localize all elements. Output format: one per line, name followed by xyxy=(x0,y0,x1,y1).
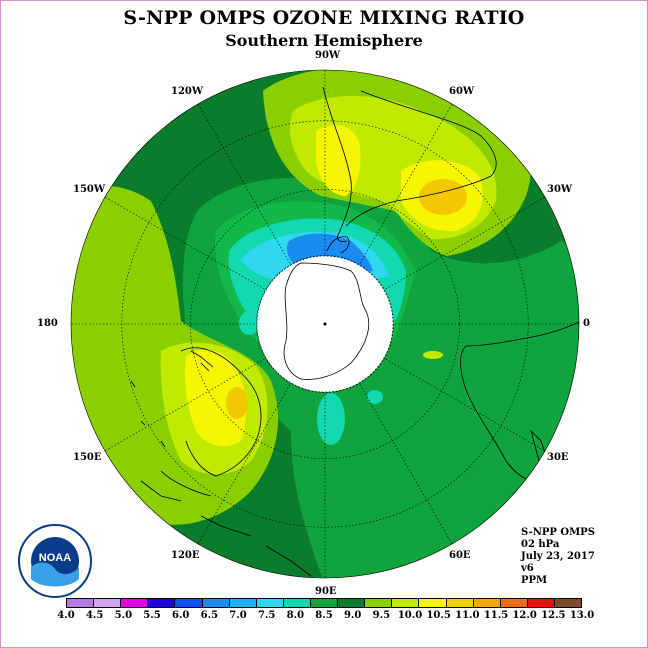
color-scale-tick: 9.0 xyxy=(343,610,362,621)
color-scale-swatch xyxy=(283,599,311,607)
field-teal-spot-2 xyxy=(367,390,383,404)
ozone-field xyxy=(71,70,579,578)
color-scale-swatch xyxy=(256,599,284,607)
longitude-label: 180 xyxy=(37,318,58,329)
longitude-label: 0 xyxy=(583,318,590,329)
color-scale-tick: 5.0 xyxy=(114,610,133,621)
longitude-label: 150W xyxy=(73,184,106,195)
latitude-circle xyxy=(256,255,394,393)
map-title: S-NPP OMPS OZONE MIXING RATIO xyxy=(123,7,525,29)
color-scale-swatch xyxy=(527,599,555,607)
coast-south-america xyxy=(322,86,497,242)
color-scale-swatch xyxy=(554,599,582,607)
coast-islands xyxy=(130,380,166,448)
info-version: v6 xyxy=(521,563,534,574)
color-scale-tick: 11.0 xyxy=(455,610,480,621)
longitude-label: 60W xyxy=(449,86,475,97)
coast-indonesia xyxy=(140,480,312,577)
color-scale-swatch xyxy=(446,599,474,607)
color-scale-swatch xyxy=(392,599,420,607)
color-scale-bar xyxy=(66,598,582,608)
latitude-circle xyxy=(190,189,460,459)
color-scale-swatch xyxy=(473,599,501,607)
longitude-label: 90E xyxy=(315,586,337,597)
field-10-5-upper-a xyxy=(316,125,361,196)
longitude-label: 90W xyxy=(315,50,341,61)
longitude-label: 30W xyxy=(547,184,573,195)
color-scale-tick: 7.5 xyxy=(257,610,276,621)
noaa-logo-text: NOAA xyxy=(39,552,71,564)
longitude-label: 30E xyxy=(547,452,569,463)
color-scale-swatch xyxy=(202,599,230,607)
color-scale-tick: 6.5 xyxy=(200,610,219,621)
longitude-label: 150E xyxy=(73,452,102,463)
field-teal-spot-1 xyxy=(317,393,345,445)
noaa-logo: NOAA xyxy=(18,524,92,598)
color-scale-swatch xyxy=(419,599,447,607)
color-scale-swatch xyxy=(121,599,149,607)
color-scale-tick: 10.0 xyxy=(397,610,423,621)
coast-africa xyxy=(460,320,579,483)
coast-antarctic-peninsula xyxy=(326,236,350,254)
color-scale-swatch xyxy=(310,599,339,607)
longitude-label: 120W xyxy=(171,86,204,97)
map-subtitle: Southern Hemisphere xyxy=(225,31,423,50)
color-scale-swatch xyxy=(67,599,95,607)
color-scale-labels: 4.0 4.5 5.0 5.5 6.0 6.5 7.0 7.5 8.0 8.5 9.0 9.5 10.0… xyxy=(57,610,594,624)
color-scale-tick: 8.5 xyxy=(315,610,333,621)
color-scale-swatch xyxy=(148,599,176,607)
field-teal-spot-3 xyxy=(239,311,259,335)
coast-australia xyxy=(160,347,262,497)
color-scale-tick: 11.5 xyxy=(483,610,509,621)
color-scale-tick: 4.0 xyxy=(57,610,75,621)
coast-new-zealand xyxy=(190,350,214,372)
field-9-5-spot xyxy=(423,351,443,359)
info-block: S-NPP OMPS 02 hPa July 23, 2017 v6 PPM xyxy=(521,527,595,587)
info-satellite: S-NPP OMPS xyxy=(521,527,595,538)
color-scale-tick: 9.5 xyxy=(372,610,391,621)
color-scale-tick: 5.5 xyxy=(143,610,161,621)
info-date: July 23, 2017 xyxy=(521,551,595,562)
color-scale-tick: 4.5 xyxy=(85,610,104,621)
info-units: PPM xyxy=(521,575,548,586)
color-scale-swatch xyxy=(500,599,528,607)
color-scale-tick: 10.5 xyxy=(426,610,451,621)
color-scale-swatch xyxy=(229,599,257,607)
color-scale-tick: 7.0 xyxy=(229,610,247,621)
color-scale-tick: 8.0 xyxy=(286,610,305,621)
coast-antarctica xyxy=(283,262,370,380)
field-11-0-left xyxy=(226,387,248,419)
map-disk-outline xyxy=(70,69,580,579)
color-scale-tick: 12.0 xyxy=(512,610,537,621)
color-scale-swatch xyxy=(94,599,122,607)
info-level: 02 hPa xyxy=(521,539,560,550)
color-scale-tick: 12.5 xyxy=(541,610,566,621)
south-pole-marker xyxy=(323,322,327,326)
color-scale-swatch xyxy=(365,599,393,607)
field-11-0-upper xyxy=(419,179,467,215)
color-scale-swatch xyxy=(338,599,366,607)
longitude-label: 120E xyxy=(171,550,200,561)
color-scale-swatch xyxy=(175,599,203,607)
color-scale-tick: 6.0 xyxy=(171,610,190,621)
longitude-label: 60E xyxy=(449,550,471,561)
color-scale-tick: 13.0 xyxy=(569,610,595,621)
